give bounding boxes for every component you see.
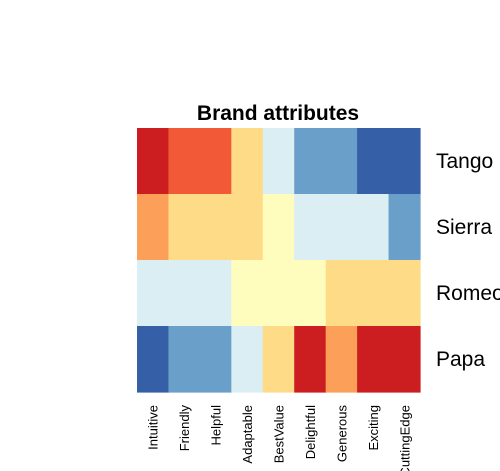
cell-sierra-cuttingedge <box>388 194 421 261</box>
cell-papa-cuttingedge <box>388 326 421 393</box>
cell-sierra-bestvalue <box>262 194 295 261</box>
row-label-papa: Papa <box>436 348 485 371</box>
heatmap-cells <box>137 128 421 393</box>
cell-papa-intuitive <box>137 326 170 393</box>
cell-romeo-friendly <box>168 260 201 327</box>
row-label-sierra: Sierra <box>436 216 492 239</box>
cell-papa-bestvalue <box>262 326 295 393</box>
row-label-romeo: Romeo <box>436 282 500 305</box>
cell-romeo-helpful <box>199 260 232 327</box>
cell-tango-adaptable <box>231 128 264 195</box>
cell-tango-bestvalue <box>262 128 295 195</box>
cell-sierra-helpful <box>199 194 232 261</box>
column-label-intuitive: Intuitive <box>146 405 161 450</box>
cell-sierra-exciting <box>357 194 390 261</box>
column-label-cuttingedge: CuttingEdge <box>397 405 412 471</box>
cell-romeo-cuttingedge <box>388 260 421 327</box>
cell-romeo-adaptable <box>231 260 264 327</box>
cell-sierra-adaptable <box>231 194 264 261</box>
column-label-friendly: Friendly <box>177 405 192 452</box>
column-labels: Intuitive Friendly Helpful Adaptable BestVal… <box>146 405 413 471</box>
column-label-helpful: Helpful <box>209 405 224 446</box>
cell-papa-exciting <box>357 326 390 393</box>
cell-sierra-delightful <box>294 194 327 261</box>
cell-tango-friendly <box>168 128 201 195</box>
column-label-exciting: Exciting <box>366 405 381 451</box>
row-label-tango: Tango <box>436 150 493 173</box>
cell-papa-adaptable <box>231 326 264 393</box>
cell-papa-friendly <box>168 326 201 393</box>
cell-sierra-intuitive <box>137 194 170 261</box>
cell-tango-delightful <box>294 128 327 195</box>
column-label-adaptable: Adaptable <box>240 405 255 464</box>
cell-tango-generous <box>325 128 358 195</box>
cell-tango-helpful <box>199 128 232 195</box>
row-labels: Tango Sierra Romeo Papa <box>436 150 500 371</box>
cell-romeo-exciting <box>357 260 390 327</box>
column-label-generous: Generous <box>334 405 349 463</box>
cell-papa-generous <box>325 326 358 393</box>
cell-romeo-intuitive <box>137 260 170 327</box>
column-label-delightful: Delightful <box>303 405 318 459</box>
column-label-bestvalue: BestValue <box>272 405 287 463</box>
cell-romeo-bestvalue <box>262 260 295 327</box>
cell-sierra-generous <box>325 194 358 261</box>
cell-papa-helpful <box>199 326 232 393</box>
cell-papa-delightful <box>294 326 327 393</box>
cell-sierra-friendly <box>168 194 201 261</box>
cell-tango-exciting <box>357 128 390 195</box>
cell-tango-intuitive <box>137 128 170 195</box>
cell-tango-cuttingedge <box>388 128 421 195</box>
chart-title: Brand attributes <box>197 102 359 125</box>
cell-romeo-delightful <box>294 260 327 327</box>
cell-romeo-generous <box>325 260 358 327</box>
